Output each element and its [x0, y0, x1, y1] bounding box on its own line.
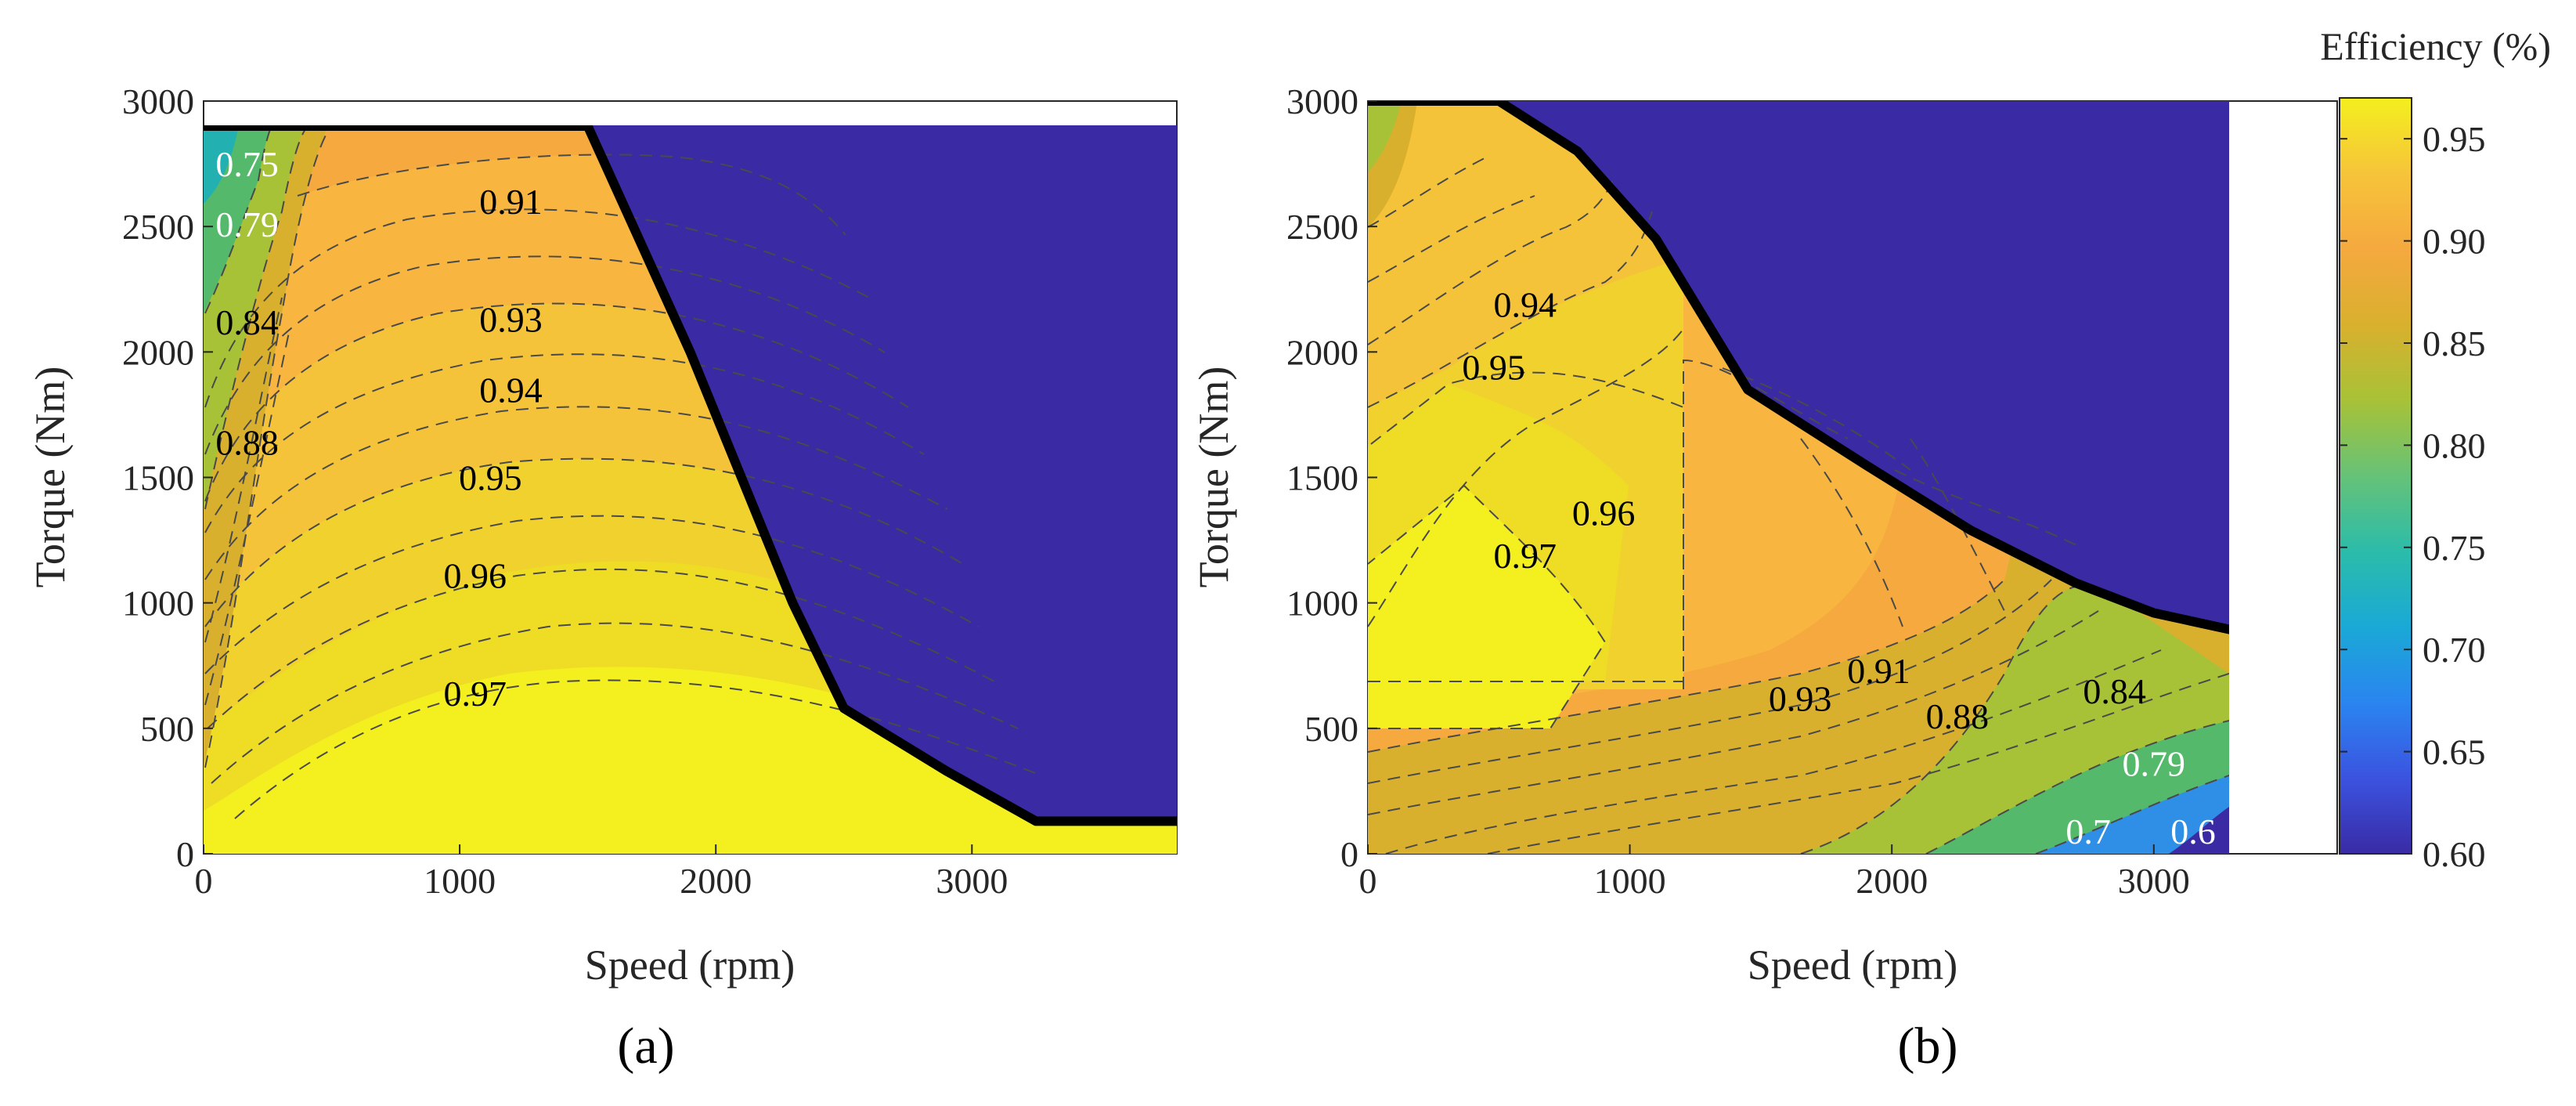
colorbar-tick-label: 0.90 — [2423, 222, 2486, 262]
y-tick-label: 500 — [1304, 709, 1358, 749]
contour-label: 0.93 — [1769, 678, 1832, 718]
y-tick-label: 2500 — [122, 207, 194, 247]
colorbar-tick-label: 0.85 — [2423, 323, 2486, 363]
contour-labels-b: 0.94 0.95 0.96 0.97 0.93 0.91 0.88 0.84 0.79 0.7 0… — [1462, 284, 2215, 851]
contour-label: 0.79 — [215, 204, 279, 244]
x-axis-label-b: Speed (rpm) — [1748, 942, 1957, 989]
colorbar-tick-label: 0.75 — [2423, 528, 2486, 568]
contour-label: 0.6 — [2170, 811, 2216, 851]
region-b-0.6 — [2169, 807, 2229, 854]
colorbar-tick-label: 0.60 — [2423, 834, 2486, 874]
y-tick-label: 3000 — [122, 81, 194, 121]
y-tick-label: 2500 — [1286, 207, 1358, 247]
region-b-0.97 — [1368, 486, 1605, 728]
contour-label: 0.93 — [479, 300, 543, 340]
x-tick-label: 3000 — [936, 861, 1008, 901]
region-b-infeasible — [1368, 101, 2229, 634]
contour-label: 0.75 — [215, 144, 279, 184]
contour-label: 0.95 — [1462, 348, 1525, 388]
colorbar: Efficiency (%) 0.950.900.850.800.750.700… — [2320, 24, 2551, 874]
region-b-0.7 — [2036, 775, 2229, 854]
y-ticks-b: 0 500 1000 1500 2000 2500 3000 — [1286, 81, 1377, 874]
y-tick-label: 1000 — [122, 584, 194, 623]
colorbar-title: Efficiency (%) — [2320, 24, 2551, 68]
contour-label: 0.96 — [1572, 493, 1636, 533]
region-a-0.75 — [204, 125, 239, 204]
x-tick-label: 2000 — [680, 861, 752, 901]
x-ticks-b: 0 1000 2000 3000 — [1359, 844, 2190, 901]
y-axis-label-b: Torque (Nm) — [1190, 367, 1237, 588]
y-tick-label: 2000 — [122, 332, 194, 372]
contour-label: 0.91 — [479, 182, 543, 222]
torque-limit-line-b — [1368, 101, 2229, 634]
contour-label: 0.88 — [1926, 696, 1990, 736]
y-tick-label: 0 — [1340, 834, 1358, 874]
contour-label: 0.94 — [1494, 284, 1557, 324]
panel-label-a: (a) — [617, 1017, 674, 1075]
y-tick-label: 1500 — [1286, 458, 1358, 498]
contour-label: 0.79 — [2123, 744, 2186, 784]
x-tick-label: 2000 — [1856, 861, 1928, 901]
y-ticks-a: 0 500 1000 1500 2000 2500 3000 — [122, 81, 213, 874]
x-axis-label-a: Speed (rpm) — [585, 942, 795, 989]
x-tick-label: 1000 — [1594, 861, 1666, 901]
heatmap-a — [204, 125, 1177, 854]
x-tick-label: 3000 — [2118, 861, 2190, 901]
x-tick-label: 0 — [195, 861, 213, 901]
contour-label: 0.88 — [215, 423, 279, 463]
contour-label: 0.97 — [1494, 536, 1557, 576]
contour-label: 0.94 — [479, 370, 543, 410]
colorbar-tick-label: 0.95 — [2423, 119, 2486, 159]
y-tick-label: 2000 — [1286, 332, 1358, 372]
colorbar-gradient — [2339, 97, 2412, 855]
contour-label: 0.91 — [1847, 651, 1910, 691]
y-axis-label-a: Torque (Nm) — [27, 367, 74, 588]
x-tick-label: 1000 — [424, 861, 496, 901]
contour-lines-b — [1368, 156, 2229, 854]
contour-label: 0.84 — [2083, 671, 2146, 711]
panel-b: 0.940.950.960.970.930.910.880.840.790.7 0… — [1190, 81, 2338, 1075]
contour-label: 0.7 — [2065, 811, 2111, 851]
y-tick-label: 1000 — [1286, 584, 1358, 623]
panel-label-b: (b) — [1898, 1017, 1958, 1075]
colorbar-tick-label: 0.80 — [2423, 425, 2486, 465]
region-b-0.84-corner — [1368, 101, 1402, 172]
contour-label: 0.84 — [215, 302, 279, 342]
torque-limit-line-a — [204, 125, 1177, 826]
y-tick-label: 500 — [140, 709, 194, 749]
x-ticks-a: 0 1000 2000 3000 — [195, 844, 1008, 901]
heatmap-b — [1368, 101, 2229, 854]
y-tick-label: 3000 — [1286, 81, 1358, 121]
contour-label: 0.96 — [443, 555, 507, 595]
contour-labels-a: 0.75 0.79 0.84 0.88 0.91 0.93 0.94 0.95 0.96 0.97 — [215, 144, 542, 714]
region-a-infeasible — [204, 125, 1177, 822]
contour-lines-a — [204, 128, 1042, 819]
x-tick-label: 0 — [1359, 861, 1377, 901]
colorbar-ticks: 0.95 0.90 0.85 0.80 0.75 0.70 0.65 0.60 — [2340, 119, 2486, 874]
y-tick-label: 1500 — [122, 458, 194, 498]
y-tick-label: 0 — [176, 834, 194, 874]
contour-label: 0.95 — [459, 458, 522, 498]
contour-label: 0.97 — [443, 674, 507, 714]
colorbar-tick-label: 0.70 — [2423, 630, 2486, 670]
panel-a: 0.75 0.79 0.84 0.88 0.91 0.93 0.94 0.95 0.96 0.97… — [27, 81, 1178, 1075]
colorbar-tick-label: 0.65 — [2423, 732, 2486, 772]
